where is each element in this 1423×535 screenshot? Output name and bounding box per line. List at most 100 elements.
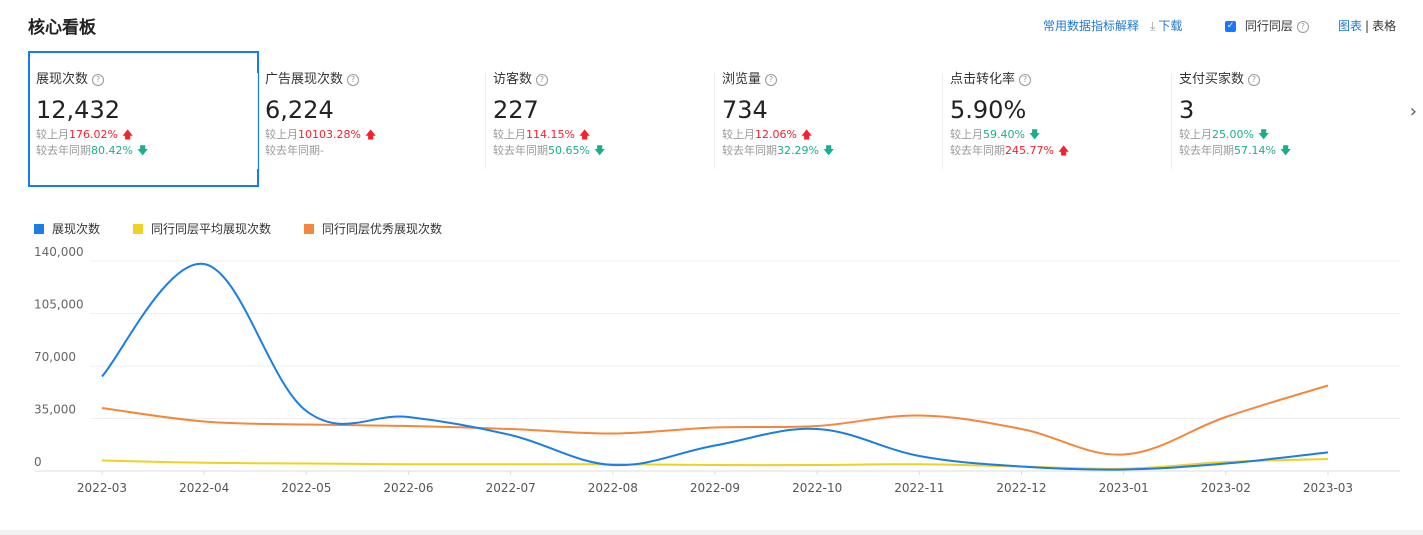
metric-mom: 较上月59.40% 🡇	[950, 127, 1159, 143]
page-title: 核心看板	[28, 18, 96, 38]
yoy-prefix: 较去年同期	[950, 144, 1005, 157]
mom-prefix: 较上月	[36, 128, 69, 141]
x-tick-label: 2022-09	[690, 481, 740, 495]
metric-label: 浏览量	[722, 72, 762, 87]
mom-prefix: 较上月	[722, 128, 755, 141]
x-tick-label: 2022-10	[792, 481, 842, 495]
mom-prefix: 较上月	[950, 128, 983, 141]
metric-value: 734	[722, 96, 768, 124]
metric-value: 6,224	[265, 96, 334, 124]
help-icon[interactable]: ?	[347, 73, 360, 86]
metric-mom: 较上月25.00% 🡇	[1179, 127, 1388, 143]
mom-value: 176.02%	[69, 128, 118, 141]
metric-card[interactable]: 展现次数? 12,432 较上月176.02% 🡅 较去年同期80.42% 🡇	[28, 51, 259, 187]
peer-toggle[interactable]: ✓ 同行同层?	[1225, 17, 1309, 35]
arrow-down-icon: 🡇	[1279, 144, 1292, 157]
x-tick-label: 2022-11	[894, 481, 944, 495]
arrow-down-icon: 🡇	[822, 144, 835, 157]
metric-yoy: 较去年同期245.77% 🡅	[950, 143, 1159, 159]
arrow-up-icon: 🡅	[578, 128, 591, 141]
series-line	[101, 458, 1329, 470]
metric-label: 广告展现次数	[265, 72, 344, 87]
arrow-down-icon: 🡇	[1257, 128, 1270, 141]
metric-value: 3	[1179, 96, 1195, 124]
y-tick-label: 140,000	[34, 245, 84, 259]
y-tick-label: 0	[34, 455, 42, 469]
arrow-down-icon: 🡇	[136, 144, 149, 157]
legend-item[interactable]: 同行同层优秀展现次数	[304, 221, 442, 237]
view-separator: |	[1365, 19, 1370, 33]
legend-swatch	[133, 223, 143, 234]
yoy-prefix: 较去年同期	[36, 144, 91, 157]
legend-label: 展现次数	[52, 222, 101, 236]
yoy-prefix: 较去年同期	[493, 144, 548, 157]
y-tick-label: 105,000	[34, 298, 84, 312]
help-icon[interactable]: ?	[765, 73, 778, 86]
help-icon[interactable]: ?	[92, 73, 105, 86]
metric-value: 12,432	[36, 96, 120, 124]
card-divider	[714, 73, 715, 169]
view-switch: 图表 | 表格	[1338, 17, 1396, 35]
bottom-divider	[0, 530, 1423, 535]
series-line	[101, 262, 1329, 471]
download-icon: ⤓	[1150, 19, 1156, 33]
chevron-right-icon[interactable]: ›	[1409, 101, 1417, 122]
metric-mom: 较上月114.15% 🡅	[493, 127, 702, 143]
arrow-up-icon: 🡅	[800, 128, 813, 141]
x-tick-label: 2022-07	[486, 481, 536, 495]
peer-checkbox[interactable]: ✓	[1225, 21, 1236, 32]
yoy-prefix: 较去年同期	[722, 144, 777, 157]
mom-prefix: 较上月	[1179, 128, 1212, 141]
card-divider	[942, 73, 943, 169]
metric-label: 展现次数	[36, 72, 89, 87]
metric-yoy: 较去年同期57.14% 🡇	[1179, 143, 1388, 159]
x-tick-label: 2023-01	[1099, 481, 1149, 495]
help-icon[interactable]: ?	[1019, 73, 1032, 86]
x-tick-label: 2022-03	[77, 481, 127, 495]
x-tick-label: 2022-08	[588, 481, 638, 495]
metric-value: 5.90%	[950, 96, 1027, 124]
metric-card[interactable]: 访客数? 227 较上月114.15% 🡅 较去年同期50.65% 🡇	[485, 51, 702, 187]
view-chart-tab[interactable]: 图表	[1338, 19, 1363, 33]
metric-card[interactable]: 支付买家数? 3 较上月25.00% 🡇 较去年同期57.14% 🡇	[1171, 51, 1388, 187]
x-tick-label: 2023-02	[1201, 481, 1251, 495]
x-tick-label: 2023-03	[1303, 481, 1353, 495]
metric-label: 支付买家数	[1179, 72, 1245, 87]
arrow-up-icon: 🡅	[364, 128, 377, 141]
legend-item[interactable]: 展现次数	[34, 221, 100, 237]
yoy-value: 32.29%	[777, 144, 819, 157]
download-label: 下载	[1158, 19, 1183, 33]
yoy-value: 245.77%	[1005, 144, 1054, 157]
yoy-value: 80.42%	[91, 144, 133, 157]
yoy-prefix: 较去年同期	[1179, 144, 1234, 157]
legend-swatch	[304, 223, 314, 234]
arrow-up-icon: 🡅	[1057, 144, 1070, 157]
x-tick-label: 2022-12	[996, 481, 1046, 495]
metric-yoy: 较去年同期50.65% 🡇	[493, 143, 702, 159]
help-icon[interactable]: ?	[1296, 20, 1309, 33]
metric-card[interactable]: 广告展现次数? 6,224 较上月10103.28% 🡅 较去年同期-	[257, 51, 474, 187]
metric-mom: 较上月10103.28% 🡅	[265, 127, 474, 143]
metric-card[interactable]: 浏览量? 734 较上月12.06% 🡅 较去年同期32.29% 🡇	[714, 51, 931, 187]
view-table-tab[interactable]: 表格	[1372, 19, 1397, 33]
card-divider	[485, 73, 486, 169]
metric-yoy: 较去年同期-	[265, 143, 474, 159]
metric-mom: 较上月12.06% 🡅	[722, 127, 931, 143]
card-divider	[257, 73, 258, 169]
legend-swatch	[34, 223, 44, 234]
legend-item[interactable]: 同行同层平均展现次数	[133, 221, 271, 237]
help-icon[interactable]: ?	[1248, 73, 1261, 86]
arrow-down-icon: 🡇	[1028, 128, 1041, 141]
y-tick-label: 70,000	[34, 350, 76, 364]
mom-prefix: 较上月	[265, 128, 298, 141]
help-icon[interactable]: ?	[536, 73, 549, 86]
mom-value: 10103.28%	[298, 128, 361, 141]
mom-value: 12.06%	[755, 128, 797, 141]
mom-prefix: 较上月	[493, 128, 526, 141]
download-button[interactable]: ⤓ 下载	[1150, 17, 1182, 35]
series-line	[101, 384, 1329, 456]
metric-card[interactable]: 点击转化率? 5.90% 较上月59.40% 🡇 较去年同期245.77% 🡅	[942, 51, 1159, 187]
metric-explain-link[interactable]: 常用数据指标解释	[1043, 19, 1140, 33]
metric-label: 访客数	[493, 72, 533, 87]
